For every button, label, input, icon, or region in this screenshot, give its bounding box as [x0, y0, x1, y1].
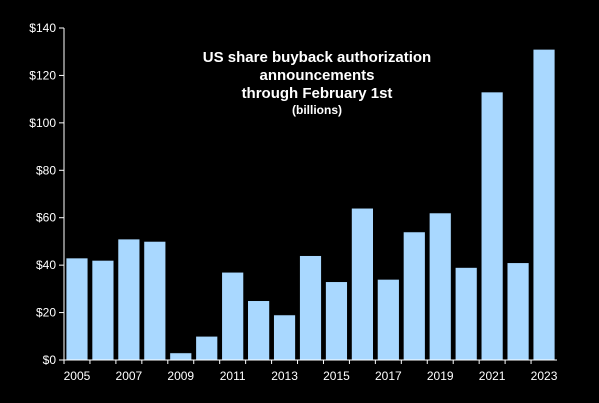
x-tick-label: 2013 — [271, 369, 298, 383]
bar-2015 — [325, 281, 348, 361]
y-tick-label: $140 — [29, 21, 56, 35]
chart-title-line-3: through February 1st — [242, 85, 393, 102]
y-tick-label: $20 — [36, 306, 56, 320]
x-tick-label: 2015 — [323, 369, 350, 383]
bar-2007 — [117, 238, 141, 361]
x-tick-label: 2019 — [427, 369, 454, 383]
bar-2017 — [377, 279, 400, 361]
bar-2013 — [273, 314, 296, 361]
bar-2014 — [299, 255, 322, 361]
y-tick-label: $60 — [36, 211, 56, 225]
y-tick-label: $80 — [36, 163, 56, 177]
x-tick-label: 2017 — [375, 369, 402, 383]
x-tick-label: 2005 — [64, 369, 91, 383]
bar-2022 — [506, 262, 530, 361]
x-tick-label: 2007 — [116, 369, 143, 383]
bar-2012 — [247, 300, 270, 361]
bar-2008 — [143, 241, 167, 361]
bar-2021 — [480, 91, 504, 361]
bar-2016 — [351, 207, 374, 361]
chart-title-line-2: announcements — [259, 67, 374, 84]
y-tick-label: $0 — [43, 353, 57, 367]
bar-2019 — [429, 212, 452, 361]
y-tick-label: $40 — [36, 258, 56, 272]
x-tick-label: 2023 — [531, 369, 558, 383]
x-tick-label: 2011 — [220, 369, 246, 383]
bar-2011 — [221, 271, 244, 361]
chart-subtitle: (billions) — [292, 103, 342, 117]
bar-2005 — [65, 257, 89, 361]
y-axis-ticks: $0 $20 $40 $60 $80 $100 $120 $140 — [29, 21, 64, 367]
bar-2020 — [454, 267, 478, 361]
bar-2010 — [195, 335, 218, 361]
chart-title-line-1: US share buyback authorization — [203, 49, 431, 66]
bar-2023 — [532, 49, 556, 361]
bar-2009 — [169, 352, 192, 361]
x-axis-ticks: 2005 2007 2009 2011 2013 2015 2017 2019 2021 2023 — [63, 360, 558, 383]
bar-2018 — [403, 231, 426, 361]
y-tick-label: $120 — [29, 68, 56, 82]
x-tick-label: 2021 — [479, 369, 506, 383]
x-tick-label: 2009 — [167, 369, 194, 383]
y-tick-label: $100 — [29, 116, 56, 130]
bar-2006 — [91, 260, 115, 361]
bars-group — [65, 49, 556, 361]
